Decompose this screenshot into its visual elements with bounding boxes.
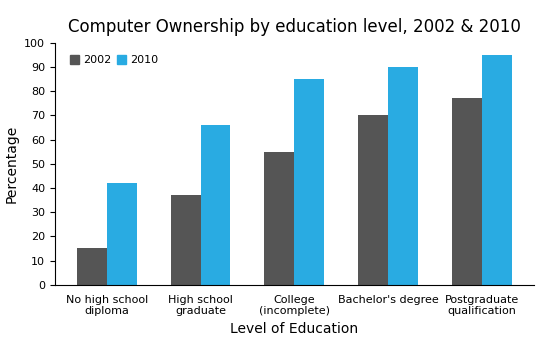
Bar [294,79,324,285]
Bar [452,98,482,285]
Y-axis label: Percentage: Percentage [5,125,19,203]
Bar [201,125,230,285]
Bar [358,115,388,285]
Bar [77,248,107,285]
Bar [170,195,201,285]
Legend: 2002, 2010: 2002, 2010 [65,51,163,70]
Bar [388,67,418,285]
Bar [264,152,294,285]
Bar [482,55,512,285]
Bar [107,183,137,285]
X-axis label: Level of Education: Level of Education [230,322,358,336]
Title: Computer Ownership by education level, 2002 & 2010: Computer Ownership by education level, 2… [68,17,521,36]
